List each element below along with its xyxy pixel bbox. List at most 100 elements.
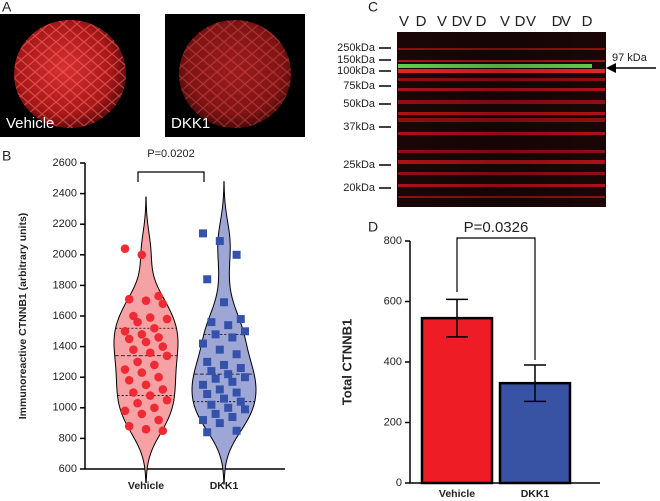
data-point — [154, 372, 163, 382]
y-tick-label: 1200 — [53, 371, 77, 383]
data-point — [124, 294, 134, 304]
y-tick-label: 2400 — [53, 188, 77, 200]
y-tick-label: 1000 — [53, 402, 77, 414]
data-point — [199, 416, 207, 425]
y-tick-label: 1800 — [53, 279, 77, 291]
data-point — [207, 318, 216, 327]
micrograph: Vehicle — [0, 14, 140, 137]
data-point — [228, 412, 237, 421]
significance-bracket — [137, 171, 205, 182]
x-tick-label: Vehicle — [439, 488, 475, 500]
data-point — [145, 348, 155, 358]
image-label: DKK1 — [171, 115, 210, 132]
data-point — [211, 330, 220, 339]
data-point — [145, 313, 155, 322]
data-point — [220, 394, 228, 403]
marker-label: 20kDa — [343, 182, 376, 194]
arrow-head — [606, 63, 616, 73]
data-point — [133, 357, 142, 367]
data-point — [236, 315, 245, 324]
marker-label: 100kDa — [337, 65, 376, 77]
data-point — [228, 377, 237, 386]
data-point — [145, 391, 155, 400]
lane-label: V — [561, 13, 571, 30]
x-tick-label: Vehicle — [128, 480, 164, 492]
micrograph: DKK1 — [165, 14, 305, 137]
y-tick-label: 200 — [384, 416, 402, 428]
panel-letter: C — [368, 0, 378, 15]
data-point — [141, 296, 151, 306]
data-point — [211, 374, 220, 383]
significance-bracket — [456, 237, 536, 360]
data-point — [137, 409, 147, 419]
panel-letter: A — [2, 0, 12, 15]
data-point — [120, 327, 130, 336]
data-point — [158, 342, 168, 351]
y-tick-label: 800 — [59, 432, 77, 444]
data-point — [141, 424, 151, 434]
lane-label: V — [399, 13, 409, 30]
data-point — [241, 327, 249, 336]
data-point — [232, 426, 241, 435]
data-point — [154, 415, 163, 425]
y-axis-label: Immunoreactive CTNNB1 (arbitrary units) — [17, 213, 29, 420]
data-point — [120, 365, 130, 374]
data-point — [141, 337, 151, 347]
lane-label: D — [552, 13, 563, 30]
data-point — [133, 398, 142, 408]
image-label: Vehicle — [6, 115, 54, 132]
y-tick-label: 1600 — [53, 310, 77, 322]
data-point — [236, 364, 245, 373]
data-point — [203, 357, 212, 366]
data-point — [162, 314, 172, 324]
data-point — [129, 345, 138, 354]
data-point — [203, 428, 212, 437]
data-point — [137, 250, 147, 260]
panel-letter: B — [2, 148, 11, 164]
lane-label: V — [462, 13, 472, 30]
y-tick-label: 600 — [384, 295, 402, 307]
data-point — [137, 330, 147, 339]
error-bar — [446, 298, 468, 338]
marker-label: 150kDa — [337, 54, 376, 66]
data-point — [232, 388, 241, 397]
y-tick-label: 2600 — [53, 157, 77, 169]
data-point — [207, 400, 216, 409]
p-value: P=0.0326 — [464, 219, 529, 236]
data-point — [199, 229, 207, 238]
data-point — [124, 421, 134, 431]
marker-label: 50kDa — [343, 98, 376, 110]
data-point — [241, 373, 249, 382]
lane-label: D — [582, 13, 593, 30]
data-point — [199, 339, 207, 348]
marker-label: 25kDa — [343, 159, 376, 171]
marker-label: 250kDa — [337, 42, 376, 54]
data-point — [224, 370, 233, 379]
y-axis-label: Total CTNNB1 — [339, 319, 354, 405]
data-point — [129, 388, 138, 397]
data-point — [232, 350, 241, 359]
data-point — [203, 390, 212, 399]
data-point — [215, 237, 224, 246]
data-point — [150, 403, 159, 413]
panel-letter: D — [368, 219, 378, 235]
data-point — [129, 311, 138, 321]
lane-label: D — [476, 13, 487, 30]
data-point — [220, 360, 228, 369]
data-point — [211, 409, 220, 418]
data-point — [158, 385, 168, 394]
y-tick-label: 400 — [384, 356, 402, 368]
data-point — [150, 323, 159, 333]
data-point — [241, 405, 249, 414]
data-point — [120, 244, 130, 253]
arrow-label: 97 kDa — [612, 52, 648, 64]
lane-label: D — [416, 13, 427, 30]
data-point — [228, 333, 237, 342]
data-point — [141, 380, 151, 390]
data-point — [120, 406, 130, 416]
data-point — [203, 275, 212, 284]
western-blot — [397, 32, 606, 207]
x-tick-label: DKK1 — [210, 480, 239, 492]
y-tick-label: 0 — [396, 477, 402, 489]
